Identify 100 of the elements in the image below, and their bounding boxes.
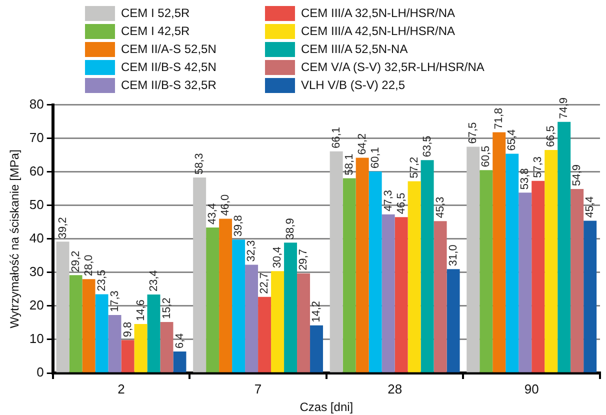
y-tick-label: 10 (29, 331, 44, 346)
bar (382, 214, 395, 372)
data-label: 47,3 (382, 190, 394, 212)
data-label: 58,3 (194, 153, 206, 175)
legend-label: VLH V/B (S-V) 22,5 (301, 78, 406, 92)
y-tick-label: 70 (29, 130, 44, 145)
legend-label: CEM I 42,5R (121, 24, 190, 38)
legend-label: CEM II/B-S 32,5R (121, 78, 216, 92)
bar (532, 180, 545, 372)
bar (134, 324, 148, 372)
data-label: 54,9 (571, 164, 584, 186)
x-tick-label: 28 (388, 381, 402, 396)
bar (492, 132, 506, 372)
bar (69, 275, 82, 372)
data-label: 53,8 (519, 168, 532, 190)
data-label: 38,9 (284, 218, 297, 240)
data-label: 45,4 (584, 196, 596, 218)
bar (518, 192, 532, 372)
x-axis-title: Czas [dni] (300, 400, 354, 414)
data-label: 15,2 (160, 298, 173, 320)
bar (558, 122, 571, 372)
data-label: 23,4 (148, 270, 160, 292)
y-tick-label: 0 (36, 364, 44, 380)
data-label: 58,1 (343, 154, 356, 176)
bar (284, 242, 298, 372)
bar (258, 296, 272, 372)
data-label: 22,7 (258, 272, 271, 294)
bar (310, 325, 324, 372)
bar (232, 240, 246, 372)
data-label: 6,4 (174, 333, 186, 349)
bar (147, 294, 160, 372)
data-label: 57,3 (532, 156, 544, 178)
data-label: 63,5 (421, 136, 434, 158)
data-label: 65,4 (506, 129, 518, 151)
data-label: 43,4 (206, 203, 219, 224)
bar (219, 218, 232, 372)
bar (56, 242, 70, 372)
data-label: 23,5 (96, 270, 108, 292)
data-label: 74,9 (558, 97, 570, 119)
bar (121, 340, 134, 372)
legend-label: CEM III/A 52,5N-NA (301, 42, 408, 56)
legend-label: CEM V/A (S-V) 32,5R-LH/HSR/NA (301, 60, 484, 74)
data-label: 17,3 (108, 290, 121, 312)
y-tick-label: 40 (29, 230, 44, 246)
legend-label: CEM II/B-S 42,5N (121, 60, 216, 74)
data-label: 9,8 (122, 322, 134, 338)
data-label: 71,8 (493, 108, 506, 130)
bar (584, 220, 597, 372)
bar (570, 188, 584, 372)
data-label: 66,1 (330, 126, 342, 148)
bar (206, 228, 220, 372)
bar (160, 322, 174, 372)
bar (193, 178, 206, 372)
legend-label: CEM III/A 42,5N-LH/HSR/NA (301, 24, 456, 38)
bar (408, 181, 421, 372)
data-label: 60,1 (369, 147, 382, 169)
data-label: 39,8 (232, 215, 245, 237)
y-tick-label: 30 (29, 264, 44, 280)
y-tick-label: 50 (29, 196, 44, 212)
x-tick-label: 90 (524, 381, 539, 396)
data-label: 46,0 (220, 194, 232, 216)
bar (82, 279, 96, 372)
data-label: 14,2 (310, 300, 323, 322)
bar (108, 315, 122, 372)
bar (271, 271, 284, 372)
y-tick-label: 60 (29, 163, 44, 178)
bar (420, 160, 434, 372)
data-label: 57,2 (408, 156, 420, 178)
bar (245, 264, 258, 372)
data-label: 31,0 (447, 244, 460, 266)
bar (342, 178, 356, 372)
bar (544, 150, 558, 372)
data-label: 39,2 (56, 217, 69, 239)
bar (173, 352, 186, 372)
bar (506, 154, 519, 372)
data-label: 64,2 (356, 133, 368, 155)
data-label: 28,0 (82, 254, 95, 276)
data-label: 14,6 (134, 300, 147, 322)
y-tick-label: 80 (29, 96, 44, 112)
data-label: 29,7 (298, 249, 310, 270)
legend-label: CEM III/A 32,5N-LH/HSR/NA (301, 6, 456, 20)
data-label: 60,5 (480, 146, 492, 168)
legend-label: CEM I 52,5R (121, 6, 190, 20)
data-label: 46,5 (395, 192, 408, 214)
bar (480, 170, 493, 372)
data-label: 67,5 (467, 122, 480, 144)
data-label: 30,4 (272, 246, 284, 268)
y-tick-label: 20 (29, 298, 44, 313)
data-label: 45,3 (434, 196, 446, 218)
bar (368, 172, 382, 372)
bar (446, 269, 460, 372)
bar (356, 158, 369, 372)
bar (434, 221, 447, 372)
bar (95, 294, 108, 372)
data-label: 29,2 (70, 250, 82, 272)
bar (330, 151, 343, 372)
legend-label: CEM II/A-S 52,5N (121, 42, 216, 56)
x-tick-label: 2 (118, 381, 125, 396)
data-label: 66,5 (545, 126, 558, 148)
y-axis-title: Wytrzymałość na ściskanie [MPa] (8, 150, 22, 328)
